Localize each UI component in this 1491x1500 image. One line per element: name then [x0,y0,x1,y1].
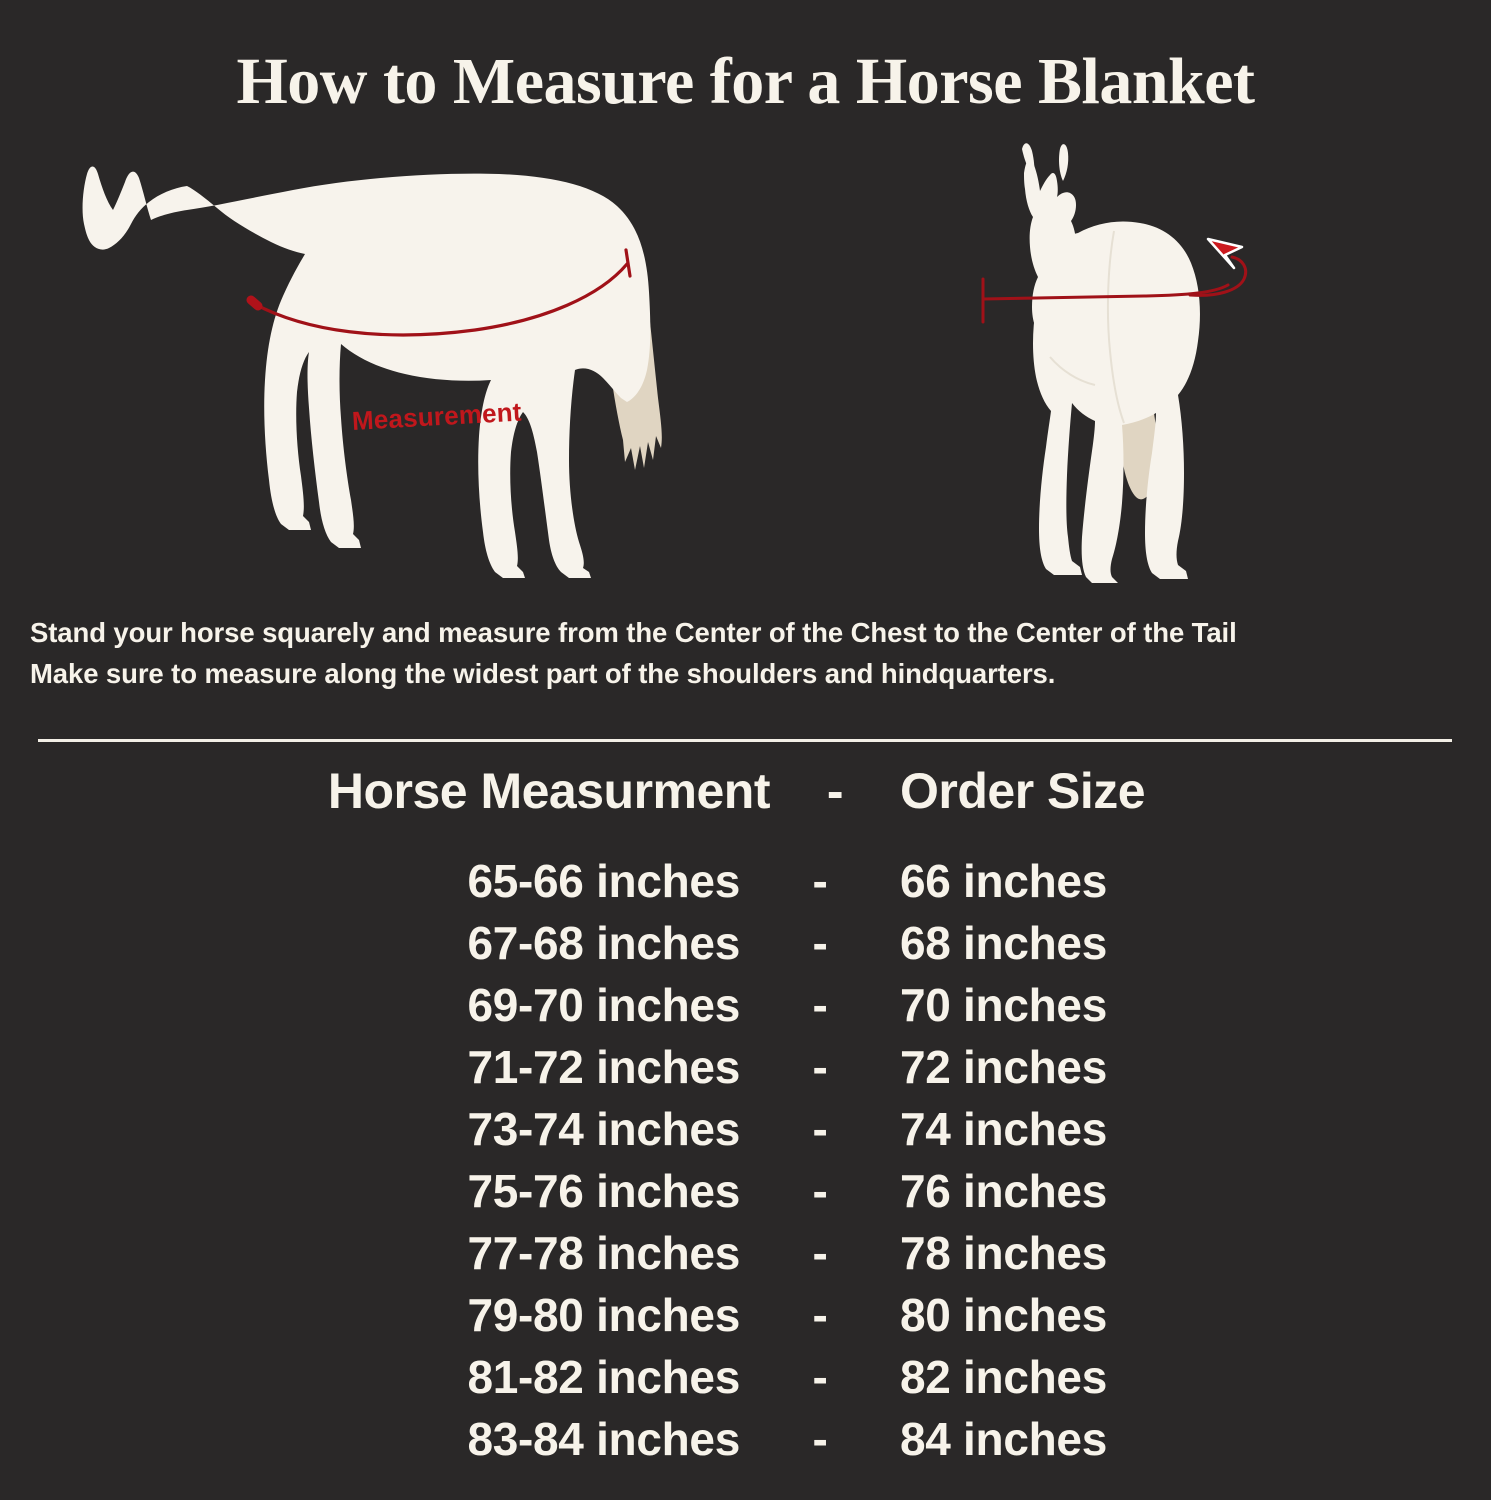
cell-dash: - [812,1165,828,1217]
table-row: 65-66 inches - 66 inches [0,854,1491,916]
measurement-tick-chest [246,295,263,311]
table-row: 81-82 inches - 82 inches [0,1350,1491,1412]
size-chart-table: Horse Measurment - Order Size 65-66 inch… [0,762,1491,1474]
cell-horse-measurement: 81-82 inches [467,1351,740,1403]
measurement-line-rear [981,283,1230,301]
cell-dash: - [812,979,828,1031]
cell-order-size: 78 inches [900,1227,1107,1279]
cell-horse-measurement: 83-84 inches [467,1413,740,1465]
cell-horse-measurement: 65-66 inches [467,855,740,907]
table-row: 73-74 inches - 74 inches [0,1102,1491,1164]
horse-rear-view [981,143,1248,583]
horse-body-rear [1033,221,1200,583]
horse-contour-leg-rear [1049,356,1096,386]
section-divider [38,739,1452,742]
instruction-line-1: Stand your horse squarely and measure fr… [30,617,1237,648]
cell-order-size: 82 inches [900,1351,1107,1403]
header-order-size: Order Size [900,763,1146,819]
cell-horse-measurement: 67-68 inches [467,917,740,969]
cell-order-size: 70 inches [900,979,1107,1031]
table-row: 79-80 inches - 80 inches [0,1288,1491,1350]
illustration-panel: Measurement [0,130,1491,590]
horse-ear-right-rear [1059,144,1069,181]
cell-horse-measurement: 79-80 inches [467,1289,740,1341]
cell-horse-measurement: 71-72 inches [467,1041,740,1093]
cell-order-size: 76 inches [900,1165,1107,1217]
horse-contour-rear [1106,230,1125,424]
table-row: 83-84 inches - 84 inches [0,1412,1491,1474]
horse-side-view [82,166,662,578]
table-row: 71-72 inches - 72 inches [0,1040,1491,1102]
page-title: How to Measure for a Horse Blanket [236,45,1255,118]
cell-order-size: 72 inches [900,1041,1107,1093]
cell-dash: - [812,1413,828,1465]
cell-horse-measurement: 69-70 inches [467,979,740,1031]
table-row: 67-68 inches - 68 inches [0,916,1491,978]
header-dash: - [826,763,844,819]
cell-dash: - [812,917,828,969]
cell-dash: - [812,1227,828,1279]
cell-dash: - [812,855,828,907]
measurement-arrow-rear [1206,237,1244,270]
cell-order-size: 68 inches [900,917,1107,969]
cell-dash: - [812,1041,828,1093]
table-row: 69-70 inches - 70 inches [0,978,1491,1040]
measurement-wrap-curve-rear [1188,255,1248,297]
measurement-tick-tail [624,248,632,278]
horse-body-side [82,166,651,578]
cell-horse-measurement: 75-76 inches [467,1165,740,1217]
instruction-text: Stand your horse squarely and measure fr… [30,612,1470,694]
cell-order-size: 84 inches [900,1413,1107,1465]
table-row: 77-78 inches - 78 inches [0,1226,1491,1288]
cell-order-size: 66 inches [900,855,1107,907]
instruction-line-2: Make sure to measure along the widest pa… [30,658,1056,689]
measurement-line-side [249,262,629,337]
cell-dash: - [812,1289,828,1341]
cell-order-size: 80 inches [900,1289,1107,1341]
header-horse-measurement: Horse Measurment [327,763,771,819]
table-header-row: Horse Measurment - Order Size [0,762,1491,854]
cell-horse-measurement: 77-78 inches [467,1227,740,1279]
table-body: 65-66 inches - 66 inches 67-68 inches - 68 in… [0,854,1491,1474]
horse-ear-left-rear [1022,143,1035,177]
table-row: 75-76 inches - 76 inches [0,1164,1491,1226]
cell-dash: - [812,1103,828,1155]
cell-horse-measurement: 73-74 inches [467,1103,740,1155]
cell-dash: - [812,1351,828,1403]
cell-order-size: 74 inches [900,1103,1107,1155]
